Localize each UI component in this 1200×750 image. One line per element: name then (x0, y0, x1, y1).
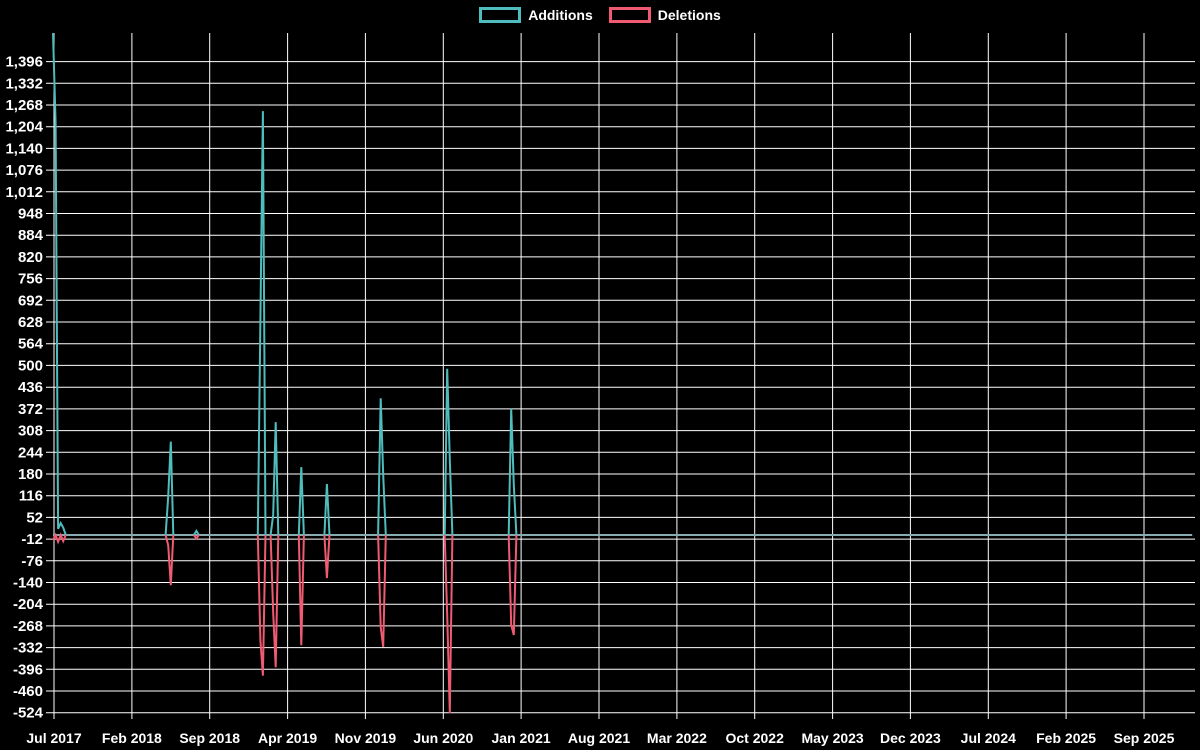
y-axis-tick-label: 884 (18, 227, 44, 244)
x-axis-tick-label: Jul 2017 (26, 730, 81, 746)
legend-item-additions[interactable]: Additions (479, 7, 593, 23)
y-axis-tick-label: 1,076 (5, 162, 43, 179)
x-axis-tick-label: Nov 2019 (335, 730, 397, 746)
y-axis-tick-label: 948 (18, 206, 43, 223)
y-axis-tick-label: -524 (13, 705, 44, 722)
y-axis-tick-label: 436 (18, 379, 43, 396)
x-axis-tick-label: Aug 2021 (568, 730, 630, 746)
legend-label-deletions: Deletions (657, 7, 721, 23)
y-axis-tick-label: 820 (18, 249, 43, 266)
y-grid-and-ticks: 1,396 1,332 1,268 1,204 1,140 1,076 1,012 948 88… (5, 54, 1195, 722)
y-axis-tick-label: -204 (13, 596, 44, 613)
y-axis-tick-label: -396 (13, 661, 43, 678)
chart-legend: Additions Deletions (0, 7, 1200, 23)
y-axis-tick-label: 1,012 (5, 184, 43, 201)
y-axis-tick-label: 500 (18, 357, 43, 374)
y-axis-tick-label: 756 (18, 271, 43, 288)
x-axis-tick-label: Apr 2019 (258, 730, 317, 746)
y-axis-tick-label: -76 (21, 553, 43, 570)
y-axis-tick-label: 180 (18, 466, 43, 483)
y-axis-tick-label: -268 (13, 618, 43, 635)
y-axis-tick-label: 244 (18, 444, 44, 461)
y-axis-tick-label: 308 (18, 423, 43, 440)
x-grid-and-ticks: Jul 2017 Feb 2018 Sep 2018 Apr 2019 Nov 2019… (26, 33, 1175, 746)
y-axis-tick-label: 116 (19, 488, 43, 505)
y-axis-tick-label: 372 (18, 401, 43, 418)
additions-line (52, 33, 518, 536)
y-axis-tick-label: 52 (26, 509, 43, 526)
y-axis-tick-label: 1,268 (5, 97, 43, 114)
x-axis-tick-label: Dec 2023 (880, 730, 941, 746)
y-axis-tick-label: 1,332 (5, 75, 43, 92)
x-axis-tick-label: Sep 2018 (179, 730, 240, 746)
deletions-line (52, 532, 518, 714)
y-axis-tick-label: -140 (13, 575, 43, 592)
y-axis-tick-label: 1,140 (5, 140, 43, 157)
legend-item-deletions[interactable]: Deletions (608, 7, 721, 23)
x-axis-tick-label: Feb 2025 (1036, 730, 1096, 746)
y-axis-tick-label: -460 (13, 683, 43, 700)
additions-swatch-icon (479, 7, 522, 23)
x-axis-tick-label: Jan 2021 (492, 730, 551, 746)
y-axis-tick-label: -12 (21, 531, 43, 548)
x-axis-tick-label: Feb 2018 (102, 730, 162, 746)
x-axis-tick-label: May 2023 (801, 730, 863, 746)
x-axis-tick-label: Jul 2024 (961, 730, 1016, 746)
legend-label-additions: Additions (528, 7, 593, 23)
y-axis-tick-label: 628 (18, 314, 43, 331)
x-axis-tick-label: Jun 2020 (413, 730, 473, 746)
x-axis-tick-label: Sep 2025 (1114, 730, 1175, 746)
x-axis-tick-label: Mar 2022 (647, 730, 707, 746)
y-axis-tick-label: 1,204 (5, 119, 43, 136)
y-axis-tick-label: 1,396 (5, 54, 43, 71)
x-axis-tick-label: Oct 2022 (726, 730, 785, 746)
y-axis-tick-label: -332 (13, 640, 43, 657)
y-axis-tick-label: 564 (18, 336, 44, 353)
y-axis-tick-label: 692 (18, 292, 43, 309)
deletions-swatch-icon (608, 7, 651, 23)
